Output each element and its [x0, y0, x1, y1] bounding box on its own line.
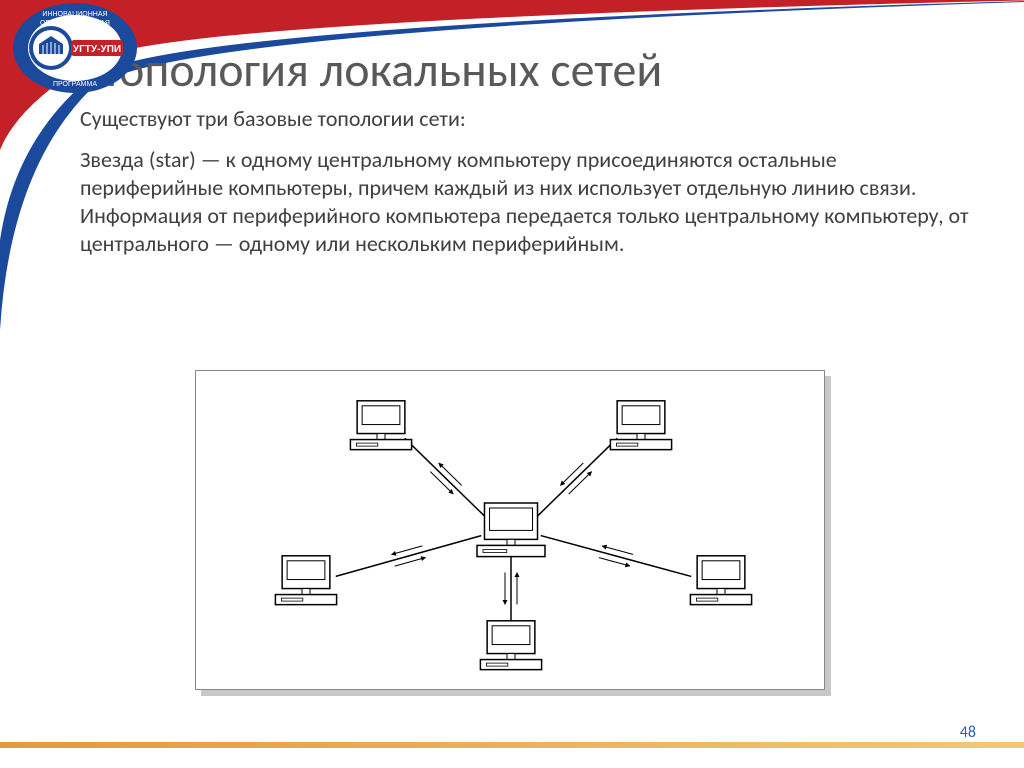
star-topology-diagram — [195, 370, 825, 690]
slide-body: Звезда (star) — к одному центральному ко… — [80, 146, 980, 259]
computer-icon — [690, 556, 751, 605]
logo-center-label: УГТУ-УПИ — [73, 44, 121, 55]
computer-icon — [480, 621, 541, 670]
computer-icon — [477, 503, 545, 557]
university-logo: ИННОВАЦИОННАЯ ОБРАЗОВАТЕЛЬНАЯ ПРОГРАММА … — [5, 0, 165, 115]
slide-subtitle: Существуют три базовые топологии сети: — [80, 105, 984, 132]
slide-title: Топология локальных сетей — [100, 40, 984, 99]
slide-number: 48 — [960, 723, 976, 742]
bottom-accent-bar — [0, 742, 1024, 748]
computer-icon — [610, 401, 671, 450]
computer-icon — [350, 401, 411, 450]
logo-text-top: ИННОВАЦИОННАЯ — [42, 11, 107, 18]
logo-text-mid: ОБРАЗОВАТЕЛЬНАЯ — [40, 20, 110, 27]
computer-icon — [275, 556, 336, 605]
logo-text-bot: ПРОГРАММА — [53, 81, 97, 88]
